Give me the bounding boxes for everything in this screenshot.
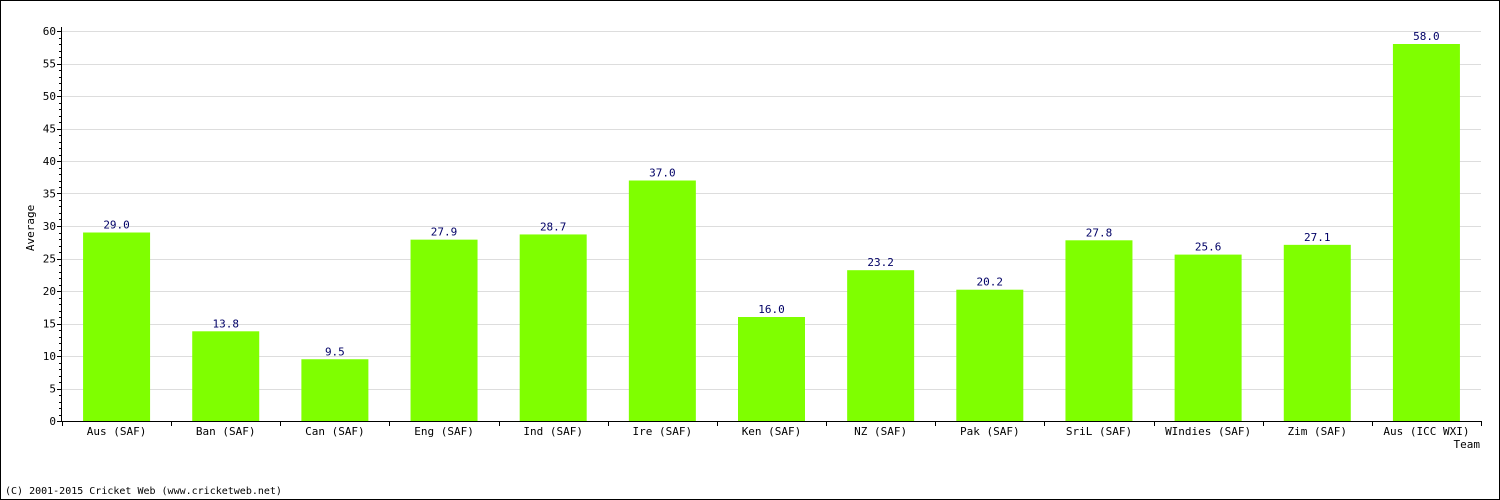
y-tick-label: 55	[43, 58, 56, 71]
value-label: 16.0	[758, 303, 785, 316]
bar	[192, 331, 260, 421]
y-tick-label: 50	[43, 90, 56, 103]
value-label: 27.9	[431, 226, 458, 239]
x-tick-label: Ind (SAF)	[523, 425, 583, 438]
x-tick-label: Zim (SAF)	[1287, 425, 1347, 438]
value-label: 25.6	[1195, 241, 1222, 254]
y-tick-label: 40	[43, 155, 56, 168]
x-tick-label: WIndies (SAF)	[1165, 425, 1251, 438]
value-label: 9.5	[325, 345, 345, 358]
x-tick-label: SriL (SAF)	[1066, 425, 1132, 438]
y-tick-label: 25	[43, 253, 56, 266]
bar-chart: 29.0 13.8 9.5 27.9 28.7 37.0 16.0 23.2 20.2 27.8 2…	[24, 25, 1482, 451]
x-tick-label: Can (SAF)	[305, 425, 365, 438]
y-tick-label: 20	[43, 285, 56, 298]
x-tick-label: Eng (SAF)	[414, 425, 474, 438]
value-label: 23.2	[867, 256, 894, 269]
value-label: 13.8	[212, 317, 239, 330]
axes: 0 5 10 15 20 25 30 35 40 45 50 55 60 Aus (SAF) Ban (SA…	[43, 25, 1482, 438]
y-tick-label: 10	[43, 350, 56, 363]
value-label: 58.0	[1413, 30, 1440, 43]
bar	[847, 270, 915, 421]
x-tick-label: NZ (SAF)	[854, 425, 907, 438]
grid-lines	[62, 31, 1481, 390]
bar	[410, 239, 478, 421]
value-label: 20.2	[977, 276, 1004, 289]
value-label: 27.8	[1086, 226, 1113, 239]
y-tick-label: 30	[43, 220, 56, 233]
bar	[738, 317, 805, 421]
bar	[628, 180, 696, 421]
y-tick-label: 5	[49, 383, 56, 396]
y-tick-label: 35	[43, 188, 56, 201]
y-tick-label: 15	[43, 318, 56, 331]
value-label: 29.0	[103, 219, 130, 232]
bar	[1283, 244, 1351, 421]
bar	[1174, 254, 1242, 421]
y-axis-label: Average	[24, 205, 37, 251]
bars: 29.0 13.8 9.5 27.9 28.7 37.0 16.0 23.2 20.2 27.8 2…	[83, 30, 1460, 421]
copyright-footer: (C) 2001-2015 Cricket Web (www.cricketwe…	[5, 486, 282, 497]
x-axis-label: Team	[1454, 438, 1481, 451]
bar	[1392, 44, 1460, 421]
x-tick-label: Ken (SAF)	[742, 425, 802, 438]
value-label: 28.7	[540, 220, 567, 233]
bar	[956, 289, 1024, 421]
y-tick-label: 0	[49, 415, 56, 428]
x-tick-label: Ban (SAF)	[196, 425, 256, 438]
value-label: 37.0	[649, 167, 676, 180]
x-tick-label: Aus (ICC WXI)	[1383, 425, 1469, 438]
value-label: 27.1	[1304, 231, 1331, 244]
bar	[83, 232, 151, 421]
x-tick-label: Pak (SAF)	[960, 425, 1020, 438]
x-tick-label: Ire (SAF)	[633, 425, 693, 438]
x-tick-label: Aus (SAF)	[87, 425, 147, 438]
y-tick-label: 45	[43, 123, 56, 136]
y-tick-label: 60	[43, 25, 56, 38]
bar	[519, 234, 587, 421]
bar	[1065, 240, 1133, 421]
bar	[301, 359, 369, 421]
